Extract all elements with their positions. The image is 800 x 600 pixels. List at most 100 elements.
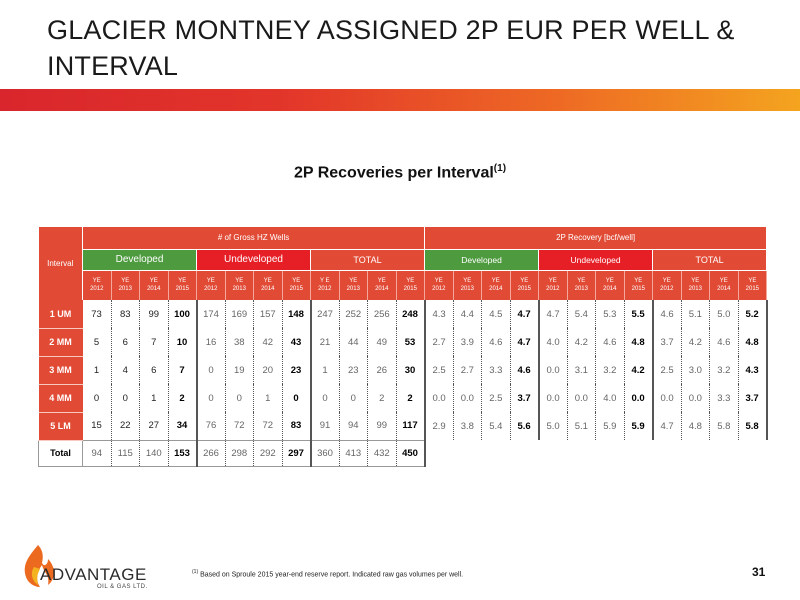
table-cell: 1 (139, 384, 169, 412)
table-cell: 4.7 (652, 412, 682, 440)
recovery-developed-header: Developed (424, 248, 540, 271)
footnote: (1) Based on Sproule 2015 year-end reser… (192, 569, 463, 578)
table-cell: 91 (310, 412, 340, 440)
year-prefix: YE (634, 278, 643, 285)
table-cell: 4.3 (424, 300, 454, 328)
table-cell: 7 (168, 356, 198, 384)
table-cell: 100 (168, 300, 198, 328)
table-cell: 5.2 (738, 300, 768, 328)
table-cell: 6 (139, 356, 169, 384)
table-cell: 0.0 (538, 356, 568, 384)
logo-subtext: OIL & GAS LTD. (97, 584, 148, 590)
table-cell: 4.2 (681, 328, 711, 356)
table-cell: 4.3 (738, 356, 768, 384)
table-cell: 0 (282, 384, 312, 412)
year-value: 2012 (204, 286, 218, 293)
table-cell: 99 (367, 412, 397, 440)
year-value: 2014 (489, 286, 503, 293)
year-value: 2014 (603, 286, 617, 293)
advantage-logo-flame-icon (24, 545, 54, 587)
table-cell: 2.5 (424, 356, 454, 384)
table-cell: 2 (168, 384, 198, 412)
table-cell: 0 (225, 384, 254, 412)
year-prefix: YE (349, 278, 358, 285)
year-prefix: YE (292, 278, 301, 285)
year-prefix: YE (434, 278, 443, 285)
table-cell: 1 (310, 356, 340, 384)
table-cell: 4.0 (595, 384, 625, 412)
table-subtitle: 2P Recoveries per Interval(1) (0, 163, 800, 182)
year-value: 2013 (460, 286, 474, 293)
table-cell: 0.0 (424, 384, 454, 412)
table-cell: 3.9 (453, 328, 483, 356)
table-cell: 42 (253, 328, 283, 356)
table-cell: 360 (310, 439, 340, 467)
table-cell: 5.1 (567, 412, 597, 440)
row-label: 1 UM (38, 300, 83, 329)
table-cell: 157 (253, 300, 283, 328)
table-cell: 10 (168, 328, 198, 356)
table-cell: 27 (139, 412, 169, 440)
table-cell: 252 (339, 300, 368, 328)
year-value: 2012 (318, 286, 332, 293)
header-row-groups: Interval # of Gross HZ Wells 2P Recovery… (38, 227, 768, 300)
year-value: 2012 (432, 286, 446, 293)
table-cell: 266 (196, 439, 226, 467)
year-header: YE 2013 (339, 270, 368, 300)
table-cell: 3.2 (595, 356, 625, 384)
year-header: YE 2013 (567, 270, 597, 300)
year-value: 2013 (688, 286, 702, 293)
year-value: 2012 (90, 286, 104, 293)
table-cell: 5.4 (481, 412, 511, 440)
year-prefix: YE (206, 278, 215, 285)
year-value: 2015 (745, 286, 760, 293)
table-cell: 0 (111, 384, 140, 412)
table-cell: 43 (282, 328, 312, 356)
table-cell: 49 (367, 328, 397, 356)
table-cell: 4.2 (567, 328, 597, 356)
table-cell: 247 (310, 300, 340, 328)
table-cell: 34 (168, 412, 198, 440)
year-header: YE 2015 (168, 270, 197, 300)
table-cell: 15 (82, 412, 112, 440)
year-header: YE 2013 (681, 270, 711, 300)
row-label: 2 MM (38, 328, 83, 357)
table-cell: 73 (82, 300, 112, 328)
table-row: 2 MM 5 6 7 10 16 38 42 43 21 44 49 53 2.7 3.9 4.6 4.7 4.0… (38, 328, 768, 357)
table-cell: 7 (139, 328, 169, 356)
year-prefix: YE (577, 278, 586, 285)
table-cell: 0.0 (453, 384, 483, 412)
table-cell: 19 (225, 356, 254, 384)
year-value: 2013 (574, 286, 588, 293)
page-number: 31 (752, 565, 766, 579)
year-prefix: YE (377, 278, 386, 285)
year-header: YE 2012 (82, 270, 112, 300)
table-cell: 140 (139, 439, 169, 467)
table-cell: 3.7 (738, 384, 768, 412)
header-row-subgroups: Developed Undeveloped TOTAL Developed Un… (39, 248, 768, 271)
table-cell: 4.6 (595, 328, 625, 356)
table-cell: 38 (225, 328, 254, 356)
year-header: YE 2015 (396, 270, 426, 300)
wells-undeveloped-header: Undeveloped (196, 248, 311, 271)
recovery-total-header: TOTAL (652, 248, 768, 271)
table-cell: 450 (396, 439, 426, 467)
table-cell: 30 (396, 356, 426, 384)
table-cell: 53 (396, 328, 426, 356)
table-cell: 4.2 (624, 356, 654, 384)
table-cell: 5.0 (538, 412, 568, 440)
year-header: YE 2014 (481, 270, 511, 300)
total-row-empty (424, 440, 767, 466)
table-cell: 432 (367, 439, 397, 467)
table-cell: 4.8 (624, 328, 654, 356)
row-label: 4 MM (38, 384, 83, 413)
table-cell: 0.0 (681, 384, 711, 412)
year-header: YE 2015 (282, 270, 311, 300)
footnote-marker: (1) (192, 569, 199, 575)
table-cell: 298 (225, 439, 254, 467)
year-header: YE 2014 (253, 270, 283, 300)
year-header: YE 2013 (453, 270, 483, 300)
year-value: 2015 (403, 286, 417, 293)
year-header: YE 2014 (595, 270, 625, 300)
year-header: YE 2015 (624, 270, 654, 300)
